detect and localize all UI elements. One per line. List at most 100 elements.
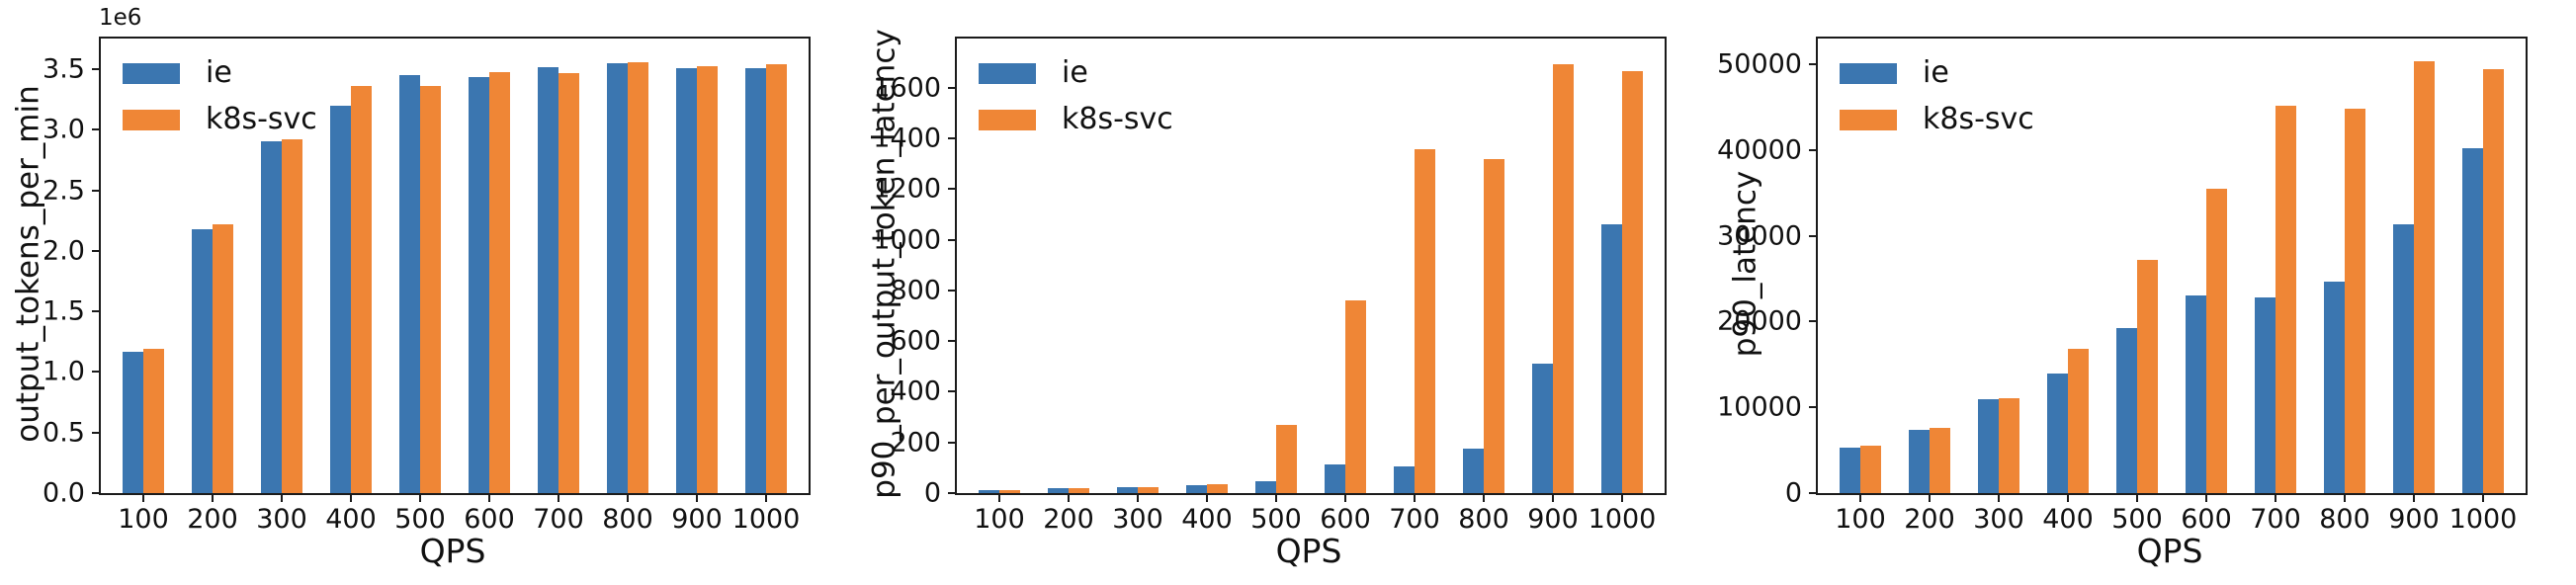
bar-ie: [538, 66, 558, 493]
y-tick-mark: [948, 289, 957, 292]
x-tick-label: 200: [187, 504, 238, 535]
x-tick-label: 600: [2181, 504, 2232, 535]
x-tick-label: 900: [671, 504, 723, 535]
x-tick-mark: [2205, 493, 2207, 502]
x-tick-mark: [765, 493, 767, 502]
y-tick-label: 1.5: [43, 295, 85, 327]
x-tick-mark: [696, 493, 698, 502]
legend-label-ie: ie: [1923, 55, 1949, 90]
x-tick-label: 100: [1835, 504, 1886, 535]
legend-label-k8s-svc: k8s-svc: [1923, 102, 2034, 136]
x-tick-mark: [1859, 493, 1861, 502]
y-tick-label: 2.5: [43, 175, 85, 207]
bar-ie: [469, 76, 489, 493]
bar-ie: [192, 228, 213, 493]
bar-k8s-svc: [2206, 188, 2227, 493]
bar-ie: [2116, 328, 2137, 493]
y-tick-label: 800: [890, 275, 941, 306]
y-tick-label: 1400: [873, 123, 941, 154]
x-tick-label: 400: [1181, 504, 1233, 535]
x-tick-label: 300: [256, 504, 307, 535]
bar-k8s-svc: [2068, 349, 2089, 493]
y-tick-label: 2.0: [43, 235, 85, 267]
y-tick-label: 10000: [1717, 391, 1802, 423]
x-tick-mark: [212, 493, 214, 502]
y-tick-label: 40000: [1717, 134, 1802, 166]
y-tick-mark: [1809, 492, 1818, 494]
x-tick-mark: [1552, 493, 1554, 502]
bar-k8s-svc: [1930, 428, 1950, 493]
bar-ie: [123, 351, 143, 493]
x-tick-mark: [1137, 493, 1139, 502]
bar-ie: [330, 106, 351, 493]
y-tick-mark: [92, 492, 101, 494]
y-tick-mark: [948, 86, 957, 89]
y-tick-mark: [92, 371, 101, 374]
x-tick-label: 600: [1320, 504, 1371, 535]
bar-k8s-svc: [1415, 149, 1435, 493]
plot-area: 0 200 400 600 800 1000 1200 1400 1600 100 200 300 40…: [873, 37, 1667, 533]
x-tick-mark: [2067, 493, 2069, 502]
x-tick-mark: [2344, 493, 2346, 502]
bar-k8s-svc: [1276, 425, 1297, 493]
bar-ie: [1394, 466, 1415, 493]
x-tick-label: 500: [2111, 504, 2163, 535]
bar-ie: [1048, 488, 1069, 493]
legend-label-k8s-svc: k8s-svc: [206, 102, 317, 136]
y-axis-label: p90_latency: [1727, 170, 1763, 358]
bar-k8s-svc: [1622, 70, 1643, 493]
bar-k8s-svc: [697, 65, 718, 493]
y-tick-mark: [92, 431, 101, 434]
y-tick-label: 3.0: [43, 114, 85, 145]
bar-k8s-svc: [558, 72, 579, 493]
bar-ie: [1909, 429, 1930, 493]
x-tick-mark: [1414, 493, 1416, 502]
y-tick-mark: [92, 128, 101, 131]
y-tick-mark: [948, 238, 957, 241]
x-tick-mark: [1998, 493, 2000, 502]
y-tick-label: 1200: [873, 173, 941, 205]
y-axis-offset-label: 1e6: [99, 5, 142, 31]
legend-item-k8s-svc: k8s-svc: [1840, 105, 2034, 134]
y-tick-mark: [948, 137, 957, 140]
x-axis-label: QPS: [419, 532, 486, 570]
bar-ie: [2255, 297, 2275, 493]
x-tick-label: 200: [1904, 504, 1955, 535]
bar-k8s-svc: [420, 86, 441, 493]
legend-item-ie: ie: [979, 58, 1173, 88]
bar-k8s-svc: [2275, 105, 2296, 493]
y-tick-label: 0.5: [43, 417, 85, 449]
bar-k8s-svc: [213, 224, 233, 493]
x-tick-mark: [488, 493, 490, 502]
legend: ie k8s-svc: [1840, 58, 2034, 134]
x-tick-label: 1000: [731, 504, 801, 535]
y-tick-label: 1.0: [43, 356, 85, 387]
x-tick-mark: [998, 493, 1000, 502]
x-tick-mark: [627, 493, 629, 502]
y-tick-label: 1600: [873, 72, 941, 104]
x-tick-label: 700: [2250, 504, 2301, 535]
y-tick-mark: [92, 189, 101, 192]
bar-k8s-svc: [2483, 69, 2504, 493]
y-tick-label: 0: [1784, 477, 1802, 509]
legend-item-ie: ie: [123, 58, 317, 88]
bar-ie: [1601, 224, 1622, 493]
y-tick-label: 600: [890, 325, 941, 357]
x-tick-label: 1000: [1588, 504, 1657, 535]
legend-label-k8s-svc: k8s-svc: [1062, 102, 1173, 136]
x-tick-label: 300: [1112, 504, 1163, 535]
bar-k8s-svc: [489, 71, 510, 493]
y-tick-mark: [948, 188, 957, 191]
legend: ie k8s-svc: [123, 58, 317, 134]
legend-item-k8s-svc: k8s-svc: [123, 105, 317, 134]
x-tick-label: 800: [602, 504, 653, 535]
y-tick-label: 0.0: [43, 477, 85, 509]
y-tick-label: 3.5: [43, 53, 85, 85]
y-tick-label: 1000: [873, 224, 941, 256]
x-tick-mark: [2482, 493, 2484, 502]
bar-k8s-svc: [282, 139, 302, 493]
y-tick-mark: [1809, 320, 1818, 323]
plot-area: 0.0 0.5 1.0 1.5 2.0 2.5 3.0 3.5 100 200 300 400 500 6…: [43, 37, 811, 533]
